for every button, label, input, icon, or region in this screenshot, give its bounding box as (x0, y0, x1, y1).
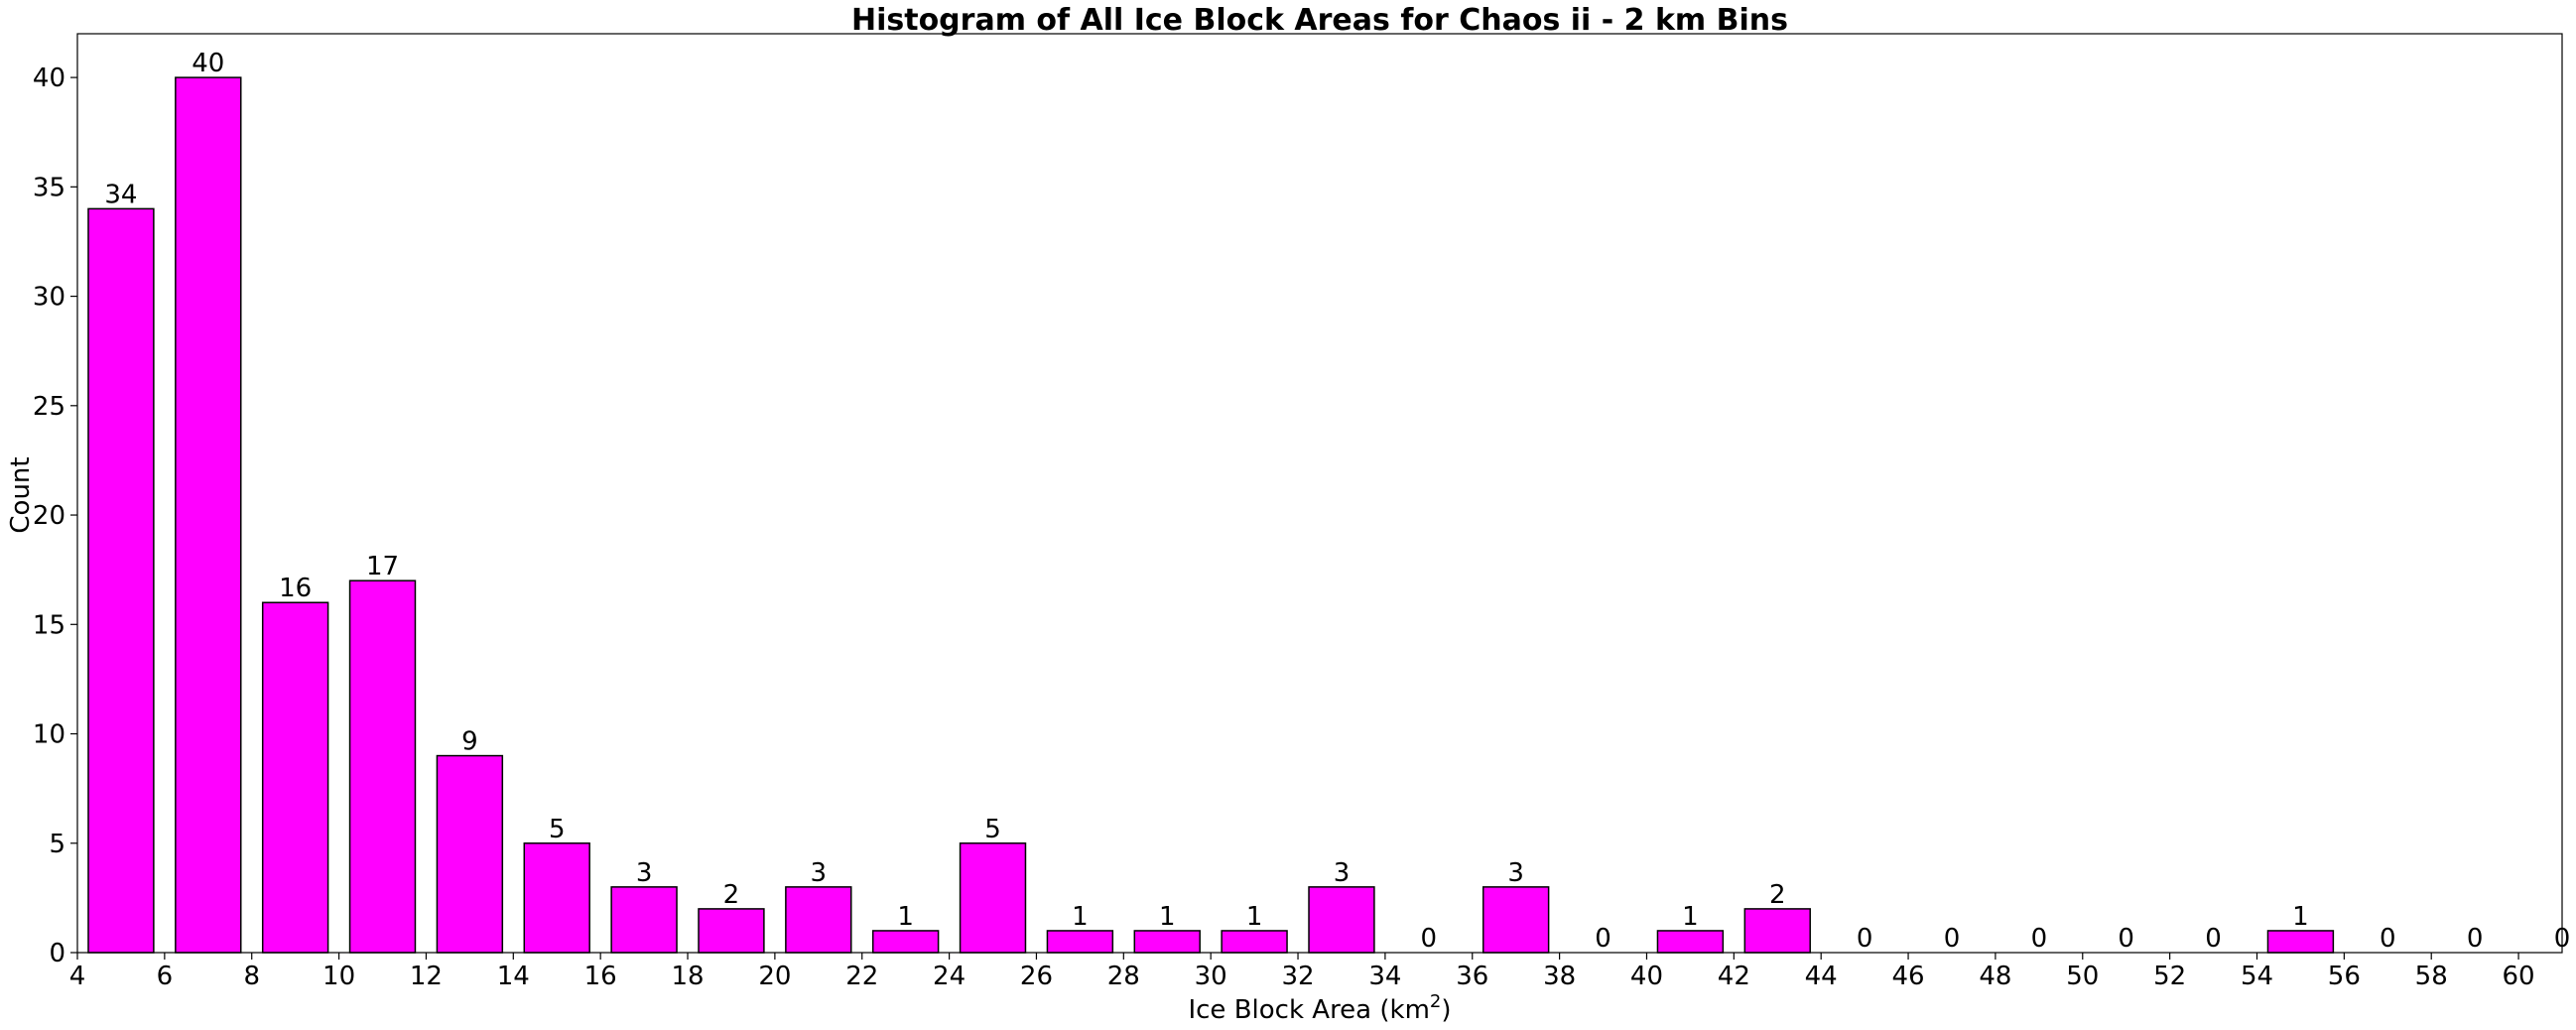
histogram-bar (2266, 930, 2335, 954)
x-axis-label: Ice Block Area (km2) (1188, 991, 1451, 1025)
x-tick-label: 14 (497, 962, 530, 991)
y-tick-label: 40 (33, 64, 65, 93)
bar-value-label: 2 (1769, 880, 1786, 910)
x-tick-label: 60 (2503, 962, 2535, 991)
histogram-bar (1046, 930, 1114, 954)
y-tick-label: 5 (49, 830, 65, 859)
histogram-bar (1656, 930, 1725, 954)
histogram-bar (785, 886, 852, 954)
bar-value-label: 0 (1421, 924, 1438, 954)
x-tick-label: 28 (1107, 962, 1140, 991)
histogram-bar (261, 601, 329, 954)
histogram-bar (1308, 886, 1375, 954)
bar-value-label: 0 (2467, 924, 2484, 954)
x-tick-label: 16 (584, 962, 617, 991)
x-tick-label: 54 (2241, 962, 2273, 991)
x-tick-label: 50 (2066, 962, 2099, 991)
x-tick-label: 44 (1805, 962, 1838, 991)
x-tick-label: 6 (157, 962, 174, 991)
x-axis-label-superscript: 2 (1430, 991, 1441, 1012)
histogram-bar (348, 579, 417, 954)
x-tick-label: 10 (322, 962, 355, 991)
y-tick-label: 15 (33, 610, 65, 640)
x-tick-label: 46 (1892, 962, 1925, 991)
histogram-bar (87, 207, 155, 954)
bar-value-label: 3 (811, 858, 828, 888)
histogram-bar (175, 76, 242, 954)
x-tick-label: 24 (933, 962, 966, 991)
histogram-bar (1221, 930, 1288, 954)
x-tick-label: 18 (671, 962, 704, 991)
x-tick-label: 34 (1368, 962, 1401, 991)
x-tick-label: 22 (845, 962, 878, 991)
y-axis-label: Count (6, 456, 36, 533)
bar-value-label: 3 (636, 858, 653, 888)
y-tick-label: 10 (33, 720, 65, 750)
x-axis-label-close: ) (1441, 995, 1451, 1025)
x-tick-label: 26 (1020, 962, 1053, 991)
histogram-bar (698, 908, 765, 954)
histogram-bar (959, 842, 1027, 954)
x-tick-label: 36 (1456, 962, 1488, 991)
x-axis-label-main: Ice Block Area (km (1188, 995, 1429, 1025)
bar-value-label: 1 (1682, 902, 1699, 932)
plot-frame (76, 33, 2563, 954)
bar-value-label: 2 (723, 880, 740, 910)
bar-value-label: 0 (2380, 924, 2396, 954)
y-tick-label: 30 (33, 283, 65, 313)
bar-value-label: 0 (1595, 924, 1611, 954)
bar-value-label: 17 (366, 552, 399, 581)
bar-value-label: 5 (549, 815, 566, 844)
x-tick-label: 58 (2415, 962, 2448, 991)
x-tick-label: 20 (758, 962, 791, 991)
chart-title: Histogram of All Ice Block Areas for Cha… (851, 3, 1788, 38)
x-tick-label: 56 (2328, 962, 2361, 991)
x-tick-label: 42 (1718, 962, 1750, 991)
bar-value-label: 5 (984, 815, 1001, 844)
y-tick-label: 20 (33, 501, 65, 531)
bar-value-label: 1 (1072, 902, 1089, 932)
bar-value-label: 0 (1944, 924, 1961, 954)
bar-value-label: 3 (1507, 858, 1524, 888)
bar-value-label: 9 (461, 727, 478, 757)
y-tick-label: 0 (49, 939, 65, 968)
bar-value-label: 1 (1246, 902, 1263, 932)
bar-value-label: 34 (104, 180, 137, 209)
bar-value-label: 0 (2205, 924, 2222, 954)
x-tick-label: 32 (1281, 962, 1314, 991)
histogram-bar (1133, 930, 1201, 954)
x-tick-label: 40 (1630, 962, 1663, 991)
histogram-bar (871, 930, 940, 954)
histogram-bar (523, 842, 590, 954)
x-tick-label: 48 (1979, 962, 2011, 991)
x-tick-label: 4 (69, 962, 86, 991)
x-tick-label: 12 (410, 962, 443, 991)
bar-value-label: 0 (2118, 924, 2134, 954)
bar-value-label: 16 (279, 574, 312, 603)
bar-value-label: 0 (2031, 924, 2048, 954)
x-tick-label: 52 (2153, 962, 2186, 991)
x-tick-label: 38 (1543, 962, 1576, 991)
x-tick-label: 8 (243, 962, 260, 991)
x-tick-label: 30 (1195, 962, 1227, 991)
y-tick-label: 25 (33, 392, 65, 422)
histogram-bar (610, 886, 678, 954)
bar-value-label: 0 (1857, 924, 1873, 954)
histogram-bar (436, 754, 504, 954)
bar-value-label: 1 (2292, 902, 2309, 932)
bar-value-label: 1 (1159, 902, 1176, 932)
bar-value-label: 40 (192, 49, 224, 78)
histogram-bar (1481, 886, 1550, 954)
y-tick-label: 35 (33, 173, 65, 202)
bar-value-label: 3 (1334, 858, 1351, 888)
bar-value-label: 1 (897, 902, 914, 932)
histogram-bar (1743, 908, 1811, 954)
